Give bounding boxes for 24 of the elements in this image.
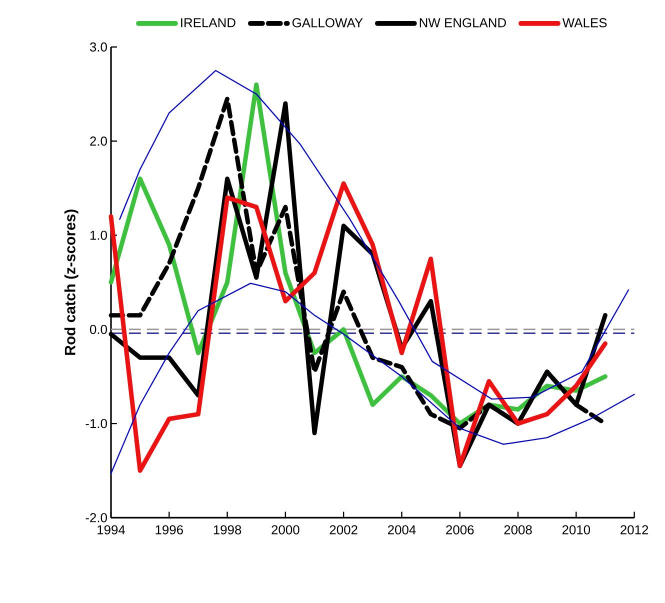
legend-label: GALLOWAY (292, 18, 363, 28)
legend-label: IRELAND (181, 18, 236, 28)
x-tick-label: 2002 (330, 525, 358, 534)
x-tick-label: 2000 (272, 525, 300, 534)
x-tick-label: 2006 (446, 525, 474, 534)
y-tick-label: 2.0 (90, 136, 107, 146)
y-tick-label: 1.0 (90, 230, 107, 240)
line-series (119, 70, 630, 400)
x-tick-label: 2008 (504, 525, 532, 534)
y-tick-label: -2.0 (86, 513, 107, 522)
y-tick-label: 3.0 (90, 42, 107, 52)
legend-label: WALES (562, 18, 607, 28)
y-tick-label: 0.0 (90, 324, 107, 334)
y-axis-title: Rod catch (z-scores) (64, 210, 78, 355)
line-series (110, 282, 635, 474)
x-tick-label: 2004 (388, 525, 416, 534)
x-tick-label: 1996 (156, 525, 183, 534)
y-tick-label: -1.0 (86, 418, 107, 428)
line-series (108, 181, 608, 473)
x-tick-label: 2012 (620, 525, 648, 534)
x-tick-label: 2010 (562, 525, 590, 534)
x-tick-label: 1998 (214, 525, 242, 534)
legend-label: NW ENGLAND (420, 18, 506, 28)
x-tick-label: 1994 (98, 525, 126, 534)
